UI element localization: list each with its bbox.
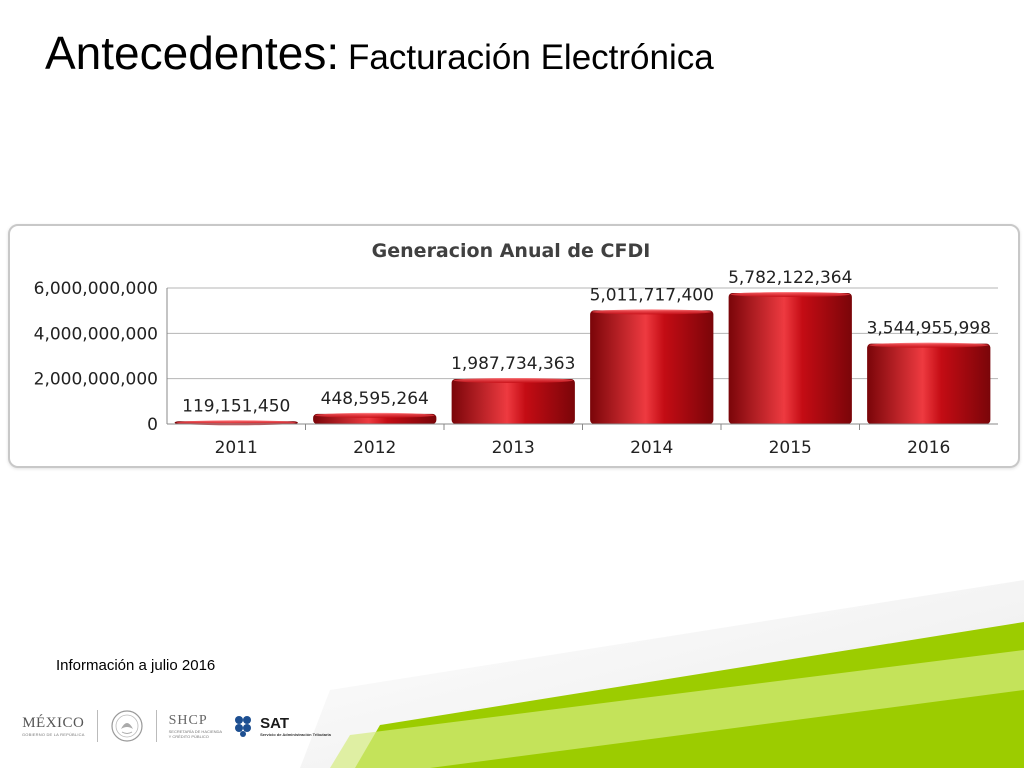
bar-2015: [728, 291, 852, 424]
bar-2016: [867, 342, 991, 424]
bar-2014: [590, 309, 714, 424]
bar-cap: [453, 377, 573, 383]
bar-cap: [869, 342, 989, 348]
x-tick-label: 2014: [630, 438, 673, 458]
x-tick-label: 2016: [907, 438, 950, 458]
bar-body: [451, 378, 575, 424]
bars: [174, 291, 991, 426]
shcp-logo-subtext-1: SECRETARÍA DE HACIENDA: [168, 729, 223, 734]
bar-body: [590, 310, 714, 424]
cfdi-bar-chart: Generacion Anual de CFDI 0 2,000,000,000 4…: [34, 240, 998, 458]
chart-frame: Generacion Anual de CFDI 0 2,000,000,000 4…: [8, 224, 1020, 468]
bar-body: [867, 343, 991, 424]
national-seal-icon: [111, 710, 143, 742]
x-axis-ticks: 2011 2012 2013 2014 2015 2016: [215, 424, 950, 458]
logo-separator: [96, 710, 98, 742]
y-tick-label: 6,000,000,000: [34, 279, 158, 299]
bar-2013: [451, 377, 575, 424]
gridlines: [167, 287, 998, 380]
logo-separator: [155, 710, 157, 742]
mexico-logo-subtext: GOBIERNO DE LA REPÚBLICA: [22, 732, 85, 737]
mexico-logo-text: MÉXICO: [22, 715, 85, 731]
x-tick-label: 2015: [769, 438, 812, 458]
sat-logo-subtext: Servicio de Administración Tributaria: [260, 732, 331, 737]
bar-body: [728, 292, 852, 424]
sat-logo-text: SAT: [260, 715, 289, 732]
bar-2011: [174, 420, 298, 426]
chart-title: Generacion Anual de CFDI: [372, 240, 651, 262]
footnote: Información a julio 2016: [56, 657, 216, 674]
data-label-2014: 5,011,717,400: [590, 285, 714, 305]
bar-cap: [315, 412, 435, 418]
y-tick-label: 0: [147, 415, 158, 435]
slide-title: Antecedentes: Facturación Electrónica: [45, 26, 714, 80]
bar-2012: [313, 412, 437, 424]
data-labels: 119,151,450 448,595,264 1,987,734,363 5,011…: [182, 268, 991, 416]
sat-logo-icon: [235, 716, 252, 737]
shcp-logo-text: SHCP: [168, 713, 208, 728]
shcp-logo: SHCP SECRETARÍA DE HACIENDA Y CRÉDITO PÚ…: [169, 713, 223, 739]
data-label-2012: 448,595,264: [321, 389, 429, 409]
data-label-2013: 1,987,734,363: [451, 354, 575, 374]
bar-cap: [176, 420, 296, 426]
green-swoosh-decoration: [300, 580, 1024, 768]
bar-cap: [730, 291, 850, 297]
y-tick-label: 2,000,000,000: [34, 370, 158, 390]
data-label-2016: 3,544,955,998: [867, 319, 991, 339]
y-axis-ticks: 0 2,000,000,000 4,000,000,000 6,000,000,000: [34, 279, 158, 435]
slide-title-sub: Facturación Electrónica: [348, 38, 714, 77]
bar-cap: [592, 309, 712, 315]
x-tick-label: 2013: [492, 438, 535, 458]
x-tick-label: 2012: [353, 438, 396, 458]
logos-bar: MÉXICO GOBIERNO DE LA REPÚBLICA SHCP SEC…: [22, 706, 331, 746]
x-tick-label: 2011: [215, 438, 258, 458]
data-label-2011: 119,151,450: [182, 396, 290, 416]
mexico-logo: MÉXICO GOBIERNO DE LA REPÚBLICA: [22, 715, 85, 737]
y-tick-label: 4,000,000,000: [34, 324, 158, 344]
data-label-2015: 5,782,122,364: [728, 268, 852, 288]
shcp-logo-subtext-2: Y CRÉDITO PÚBLICO: [168, 734, 209, 739]
slide-title-main: Antecedentes:: [45, 27, 340, 79]
sat-logo: SAT Servicio de Administración Tributari…: [234, 715, 331, 737]
